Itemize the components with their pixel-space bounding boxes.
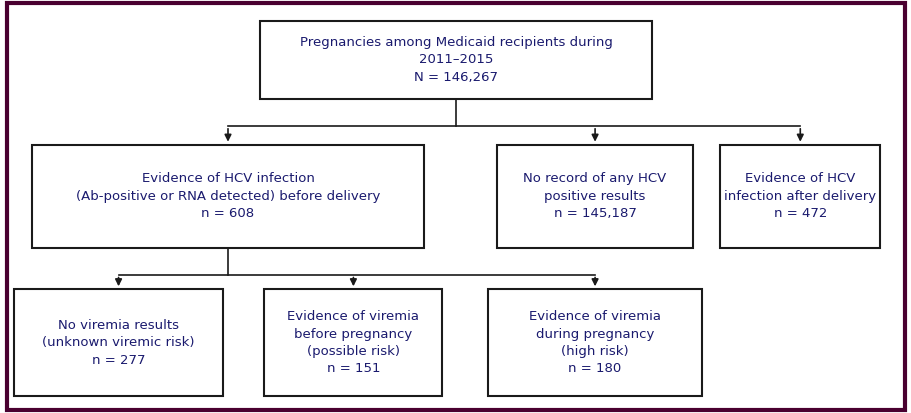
Text: No viremia results: No viremia results — [58, 319, 179, 332]
Text: (Ab-positive or RNA detected) before delivery: (Ab-positive or RNA detected) before del… — [76, 190, 380, 203]
Text: n = 145,187: n = 145,187 — [553, 207, 636, 220]
FancyBboxPatch shape — [264, 289, 442, 396]
FancyBboxPatch shape — [496, 145, 692, 248]
Text: infection after delivery: infection after delivery — [723, 190, 875, 203]
Text: N = 146,267: N = 146,267 — [414, 71, 497, 84]
FancyBboxPatch shape — [487, 289, 701, 396]
FancyBboxPatch shape — [260, 21, 651, 99]
Text: Evidence of viremia: Evidence of viremia — [287, 310, 419, 323]
Text: during pregnancy: during pregnancy — [536, 328, 653, 341]
Text: (high risk): (high risk) — [560, 345, 629, 358]
FancyBboxPatch shape — [14, 289, 223, 396]
Text: positive results: positive results — [544, 190, 645, 203]
FancyBboxPatch shape — [32, 145, 424, 248]
Text: n = 277: n = 277 — [92, 354, 145, 367]
Text: n = 472: n = 472 — [773, 207, 826, 220]
Text: Evidence of HCV infection: Evidence of HCV infection — [141, 172, 314, 185]
Text: (unknown viremic risk): (unknown viremic risk) — [42, 336, 195, 349]
Text: (possible risk): (possible risk) — [307, 345, 399, 358]
Text: n = 151: n = 151 — [326, 362, 380, 375]
Text: Evidence of HCV: Evidence of HCV — [744, 172, 855, 185]
Text: n = 180: n = 180 — [568, 362, 621, 375]
FancyBboxPatch shape — [720, 145, 879, 248]
Text: 2011–2015: 2011–2015 — [418, 53, 493, 66]
Text: Evidence of viremia: Evidence of viremia — [528, 310, 660, 323]
Text: n = 608: n = 608 — [201, 207, 254, 220]
Text: before pregnancy: before pregnancy — [294, 328, 412, 341]
Text: No record of any HCV: No record of any HCV — [523, 172, 666, 185]
Text: Pregnancies among Medicaid recipients during: Pregnancies among Medicaid recipients du… — [299, 36, 612, 49]
